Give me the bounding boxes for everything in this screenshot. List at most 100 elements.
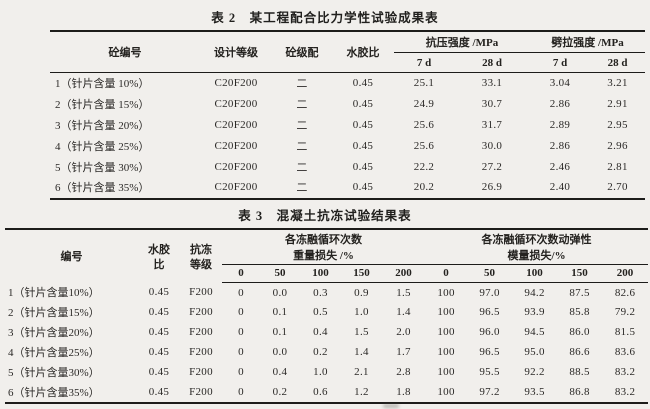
table-row: 5（针片含量30%） 0.45 F200 0 0.4 1.0 2.1 2.8 100 95.5 92… [5,362,648,382]
table-cell: F200 [189,306,213,319]
table-cell: 100 [437,365,455,378]
table-cell: 0 [238,286,244,299]
table-cell: 2.8 [396,365,411,378]
table-cell: 0.1 [272,326,288,339]
table-cell: 0.45 [352,181,374,194]
table-cell: 3（针片含量 20%） [55,119,150,132]
table-cell: 20.2 [413,181,435,194]
table-cell: 87.5 [569,286,590,299]
table-cell: F200 [189,346,213,359]
subheader-7d: 7 d [530,52,591,73]
table-cell: 100 [437,286,455,299]
table-cell: 6（针片含量35%） [8,386,100,399]
header-water-binder-ratio: 水胶 比 [148,243,170,271]
subheader-cycle-0: 0 [222,264,260,283]
table-cell: 0 [238,346,244,359]
table-cell: C20F200 [214,77,258,90]
table-cell: 86.8 [569,385,590,398]
table-cell: 0.45 [352,139,374,152]
table-cell: 0.45 [148,306,170,319]
table-cell: C20F200 [214,139,258,152]
table-cell: 94.2 [524,286,545,299]
table-cell: 二 [296,119,308,132]
table-cell: F200 [189,326,213,339]
table-cell: F200 [189,286,213,299]
subheader-28d: 28 d [454,52,531,73]
table3-caption: 表 3 混凝土抗冻试验结果表 [238,208,412,223]
page-number-smudge [383,404,399,408]
header-dynamic-modulus-loss-group: 各冻融循环次数动弹性 模量损失/% [425,228,649,265]
subheader-cycle-100: 100 [300,264,341,283]
subheader-28d: 28 d [590,52,646,73]
table-cell: 3（针片含量20%） [8,327,100,340]
table-cell: 2（针片含量15%） [8,307,100,320]
table-cell: 0 [238,385,244,398]
table-cell: 0.9 [354,286,369,299]
table-cell: 0.45 [352,77,374,90]
table-cell: C20F200 [214,118,258,131]
table-cell: 93.9 [524,306,545,319]
table-row: 4（针片含量25%） 0.45 F200 0 0.0 0.2 1.4 1.7 100 96.5 95… [5,342,648,362]
table-cell: 2.95 [607,118,628,131]
table-cell: 86.0 [569,326,590,339]
table-cell: 0.45 [352,98,374,111]
table-cell: 0.1 [272,306,288,319]
table-cell: 二 [296,140,308,153]
table-cell: 1.5 [354,326,369,339]
table-cell: 95.5 [479,365,500,378]
table-cell: 4（针片含量 25%） [55,140,150,153]
subheader-cycle-50: 50 [467,264,513,283]
table-cell: 31.7 [481,118,503,131]
table-cell: 25.6 [413,118,435,131]
table-cell: 1（针片含量10%） [8,287,100,300]
table-cell: 95.0 [524,346,545,359]
table-row: 1（针片含量 10%） C20F200 二 0.45 25.1 33.1 3.04 3.21 [50,73,645,94]
header-splitting-tensile-strength-group: 劈拉强度 /MPa [530,31,646,53]
table-row: 5（针片含量 30%） C20F200 二 0.45 22.2 27.2 2.46 2.81 [50,156,645,177]
table-cell: 6（针片含量 35%） [55,182,150,195]
table-cell: 0.45 [148,326,170,339]
mechanical-results-table: 砼编号 设计等级 砼级配 水胶比 抗压强度 /MPa 劈拉强度 /MPa 7 d… [50,30,646,200]
table-cell: 2（针片含量 15%） [55,99,150,112]
table-row: 3（针片含量 20%） C20F200 二 0.45 25.6 31.7 2.89 2.95 [50,115,645,136]
table-row: 2（针片含量15%） 0.45 F200 0 0.1 0.5 1.0 1.4 100 96.5 93… [5,303,648,323]
table-cell: 100 [437,385,455,398]
table-cell: 100 [437,346,455,359]
table-cell: C20F200 [214,160,258,173]
header-concrete-id: 砼编号 [50,31,200,73]
frost-table-header: 编号 水胶 比 抗冻 等级 各冻融循环次数 重量损失 /% 各冻融循环次数动弹性… [5,228,649,283]
table-cell: 30.0 [481,139,503,152]
table-cell: 88.5 [569,365,590,378]
table-cell: 0.2 [313,346,328,359]
table-cell: 0.0 [272,346,288,359]
table-cell: 24.9 [413,98,435,111]
table-cell: 1.4 [354,346,369,359]
table-cell: 0.45 [148,365,170,378]
frost-resistance-table: 编号 水胶 比 抗冻 等级 各冻融循环次数 重量损失 /% 各冻融循环次数动弹性… [5,227,649,404]
table-cell: 96.5 [479,306,500,319]
table-cell: 二 [296,99,308,112]
table-cell: 27.2 [481,160,503,173]
table-cell: 2.96 [607,139,628,152]
subheader-cycle-200: 200 [382,264,426,283]
table-cell: 0 [238,365,244,378]
table-cell: 2.81 [607,160,628,173]
table-cell: 85.8 [569,306,590,319]
table-cell: 2.86 [549,139,571,152]
table-cell: 93.5 [524,385,545,398]
subheader-cycle-0: 0 [425,264,468,283]
table-cell: 0.2 [272,385,288,398]
table-cell: 97.0 [479,286,500,299]
table-row: 6（针片含量 35%） C20F200 二 0.45 20.2 26.9 2.40 2.70 [50,177,645,199]
header-water-binder-ratio: 水胶比 [332,31,394,73]
header-mass-loss-group: 各冻融循环次数 重量损失 /% [222,228,426,265]
table-cell: 79.2 [614,306,636,319]
table-cell: C20F200 [214,98,258,111]
table-cell: 4（针片含量25%） [8,347,100,360]
table-cell: 2.0 [396,326,411,339]
table-cell: 2.46 [549,160,571,173]
table-cell: 25.1 [413,77,435,90]
table-cell: 1.0 [354,306,369,319]
table-cell: 2.91 [607,98,628,111]
table-cell: 26.9 [481,181,503,194]
